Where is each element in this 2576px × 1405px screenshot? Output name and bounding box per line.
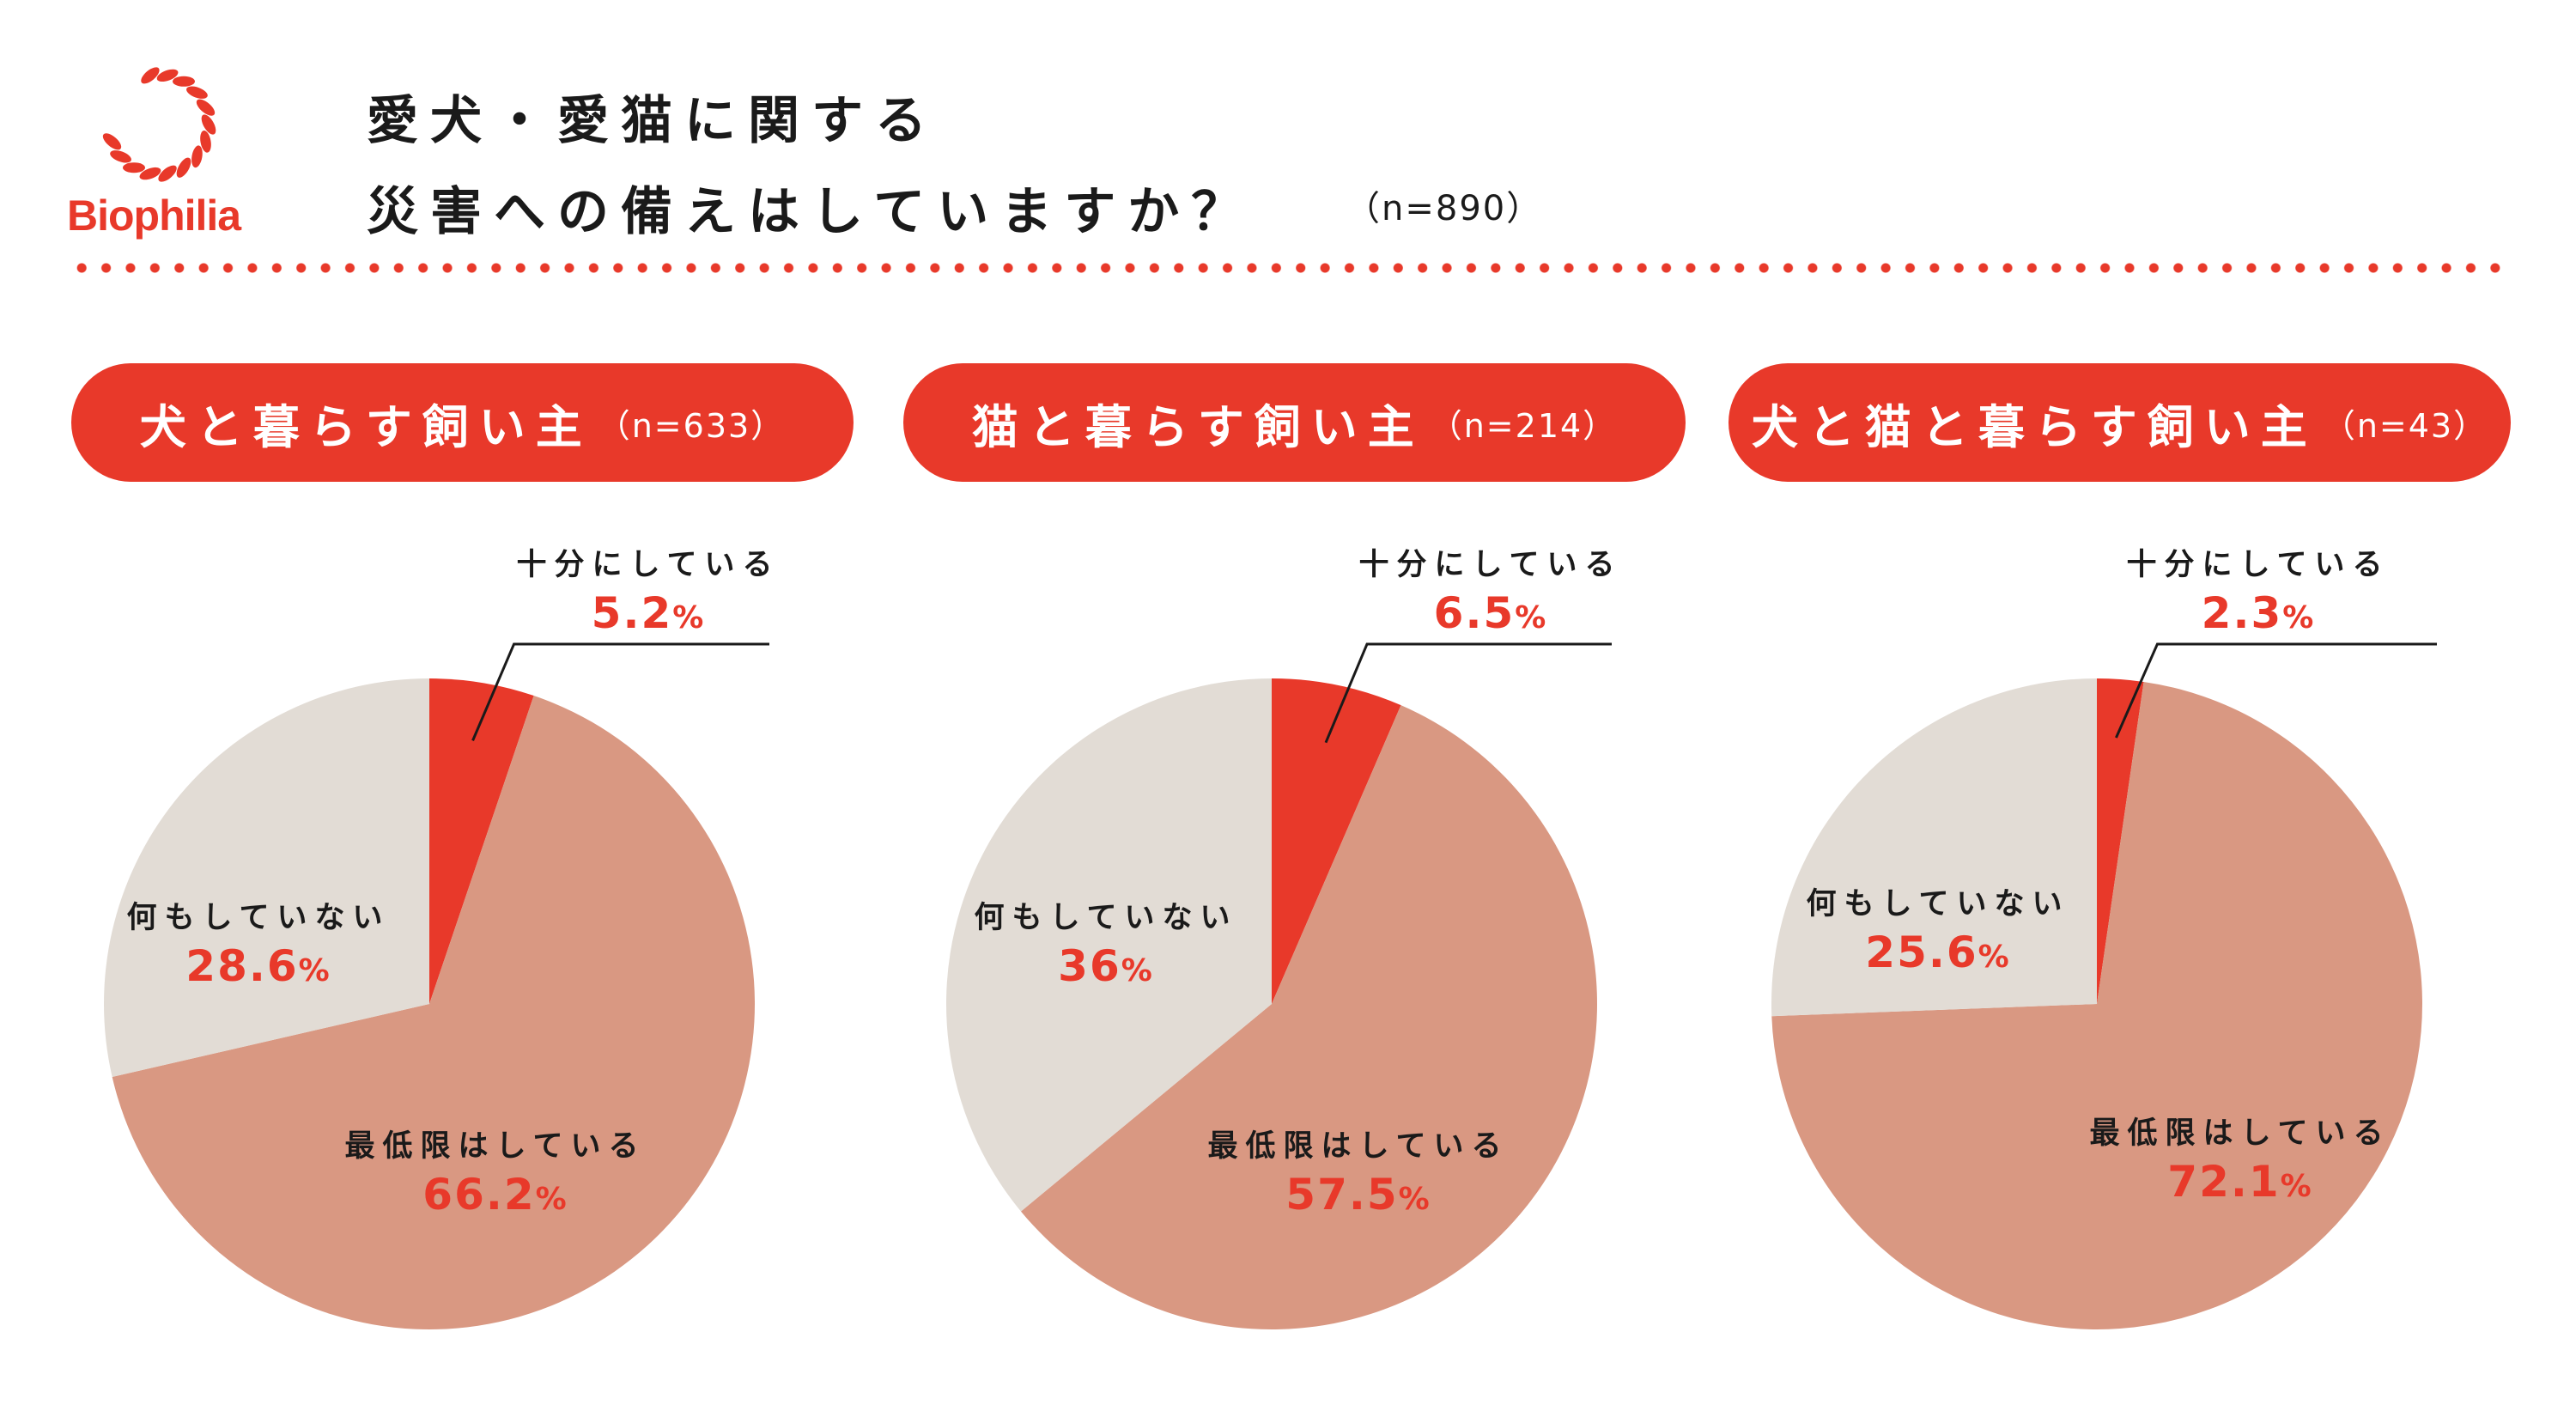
slice-value-minimum: 66.2% — [422, 1170, 568, 1219]
panel-header-cat: 猫と暮らす飼い主 （n=214） — [903, 363, 1686, 482]
panel-title: 猫と暮らす飼い主 — [971, 399, 1425, 454]
panel-header-dog-cat: 犬と猫と暮らす飼い主 （n=43） — [1728, 363, 2511, 482]
wreath-leaf — [110, 150, 131, 163]
percent-sign: % — [1398, 1182, 1431, 1217]
value-number: 72.1 — [2167, 1157, 2281, 1207]
percent-sign: % — [1978, 940, 2011, 975]
value-number: 28.6 — [185, 941, 299, 991]
slice-value-sufficient: 6.5% — [1434, 588, 1548, 638]
wreath-leaf — [186, 86, 208, 99]
slice-label-nothing: 何もしていない — [126, 901, 391, 935]
wreath-leaf — [201, 114, 216, 135]
pie-slice-nothing — [945, 678, 1272, 1212]
value-number: 25.6 — [1865, 928, 1978, 977]
title-line-1: 愛犬・愛猫に関する — [367, 91, 939, 151]
percent-sign: % — [2280, 1169, 2313, 1204]
pie-slice-nothing — [103, 678, 429, 1077]
pie-slice-nothing — [1771, 678, 2097, 1017]
slice-value-nothing: 28.6% — [185, 941, 331, 991]
pie-slice-minimum — [1771, 681, 2422, 1329]
panel-title: 犬と猫と暮らす飼い主 — [1751, 399, 2318, 454]
percent-sign: % — [672, 600, 706, 636]
slice-label-sufficient: 十分にしている — [1358, 548, 1623, 582]
wreath-leaf — [191, 145, 203, 168]
value-number: 36 — [1058, 941, 1121, 991]
leader-line — [2115, 642, 2437, 739]
logo-text: Biophilia — [67, 192, 241, 240]
percent-sign: % — [2282, 600, 2316, 636]
dotted-divider — [70, 263, 2512, 273]
value-number: 5.2 — [591, 588, 673, 638]
slice-value-minimum: 72.1% — [2167, 1157, 2312, 1207]
slice-value-nothing: 36% — [1058, 941, 1154, 991]
value-number: 66.2 — [422, 1170, 536, 1219]
wreath-leaf — [200, 130, 211, 153]
wreath-leaf — [102, 133, 122, 150]
slice-label-nothing: 何もしていない — [974, 901, 1238, 935]
value-number: 2.3 — [2201, 588, 2283, 638]
pie-slice-sufficient — [429, 678, 534, 1004]
percent-sign: % — [298, 953, 331, 988]
leader-line — [1324, 642, 1612, 744]
wreath-leaf — [139, 167, 161, 180]
pie-slice-sufficient — [2097, 678, 2144, 1004]
slice-label-sufficient: 十分にしている — [2126, 548, 2391, 582]
percent-sign: % — [535, 1182, 568, 1217]
panel-n: （n=633） — [597, 406, 786, 445]
slice-value-nothing: 25.6% — [1865, 928, 2010, 977]
biophilia-wreath-icon — [102, 67, 216, 182]
slice-value-sufficient: 5.2% — [592, 588, 706, 638]
panel-n: （n=214） — [1429, 406, 1618, 445]
slice-label-minimum: 最低限はしている — [1207, 1129, 1510, 1164]
slice-label-nothing: 何もしていない — [1806, 887, 2070, 921]
panel-header-dog: 犬と暮らす飼い主 （n=633） — [71, 363, 854, 482]
wreath-leaf — [123, 162, 145, 173]
leader-line — [471, 642, 769, 741]
percent-sign: % — [1121, 953, 1154, 988]
slice-label-minimum: 最低限はしている — [2089, 1116, 2391, 1151]
slice-label-minimum: 最低限はしている — [344, 1129, 647, 1164]
slice-value-sufficient: 2.3% — [2202, 588, 2316, 638]
wreath-leaf — [196, 99, 216, 116]
title-line-2: 災害への備えはしていますか？ — [367, 182, 1255, 242]
percent-sign: % — [1515, 600, 1548, 636]
wreath-leaf — [141, 67, 160, 84]
pie-slice-minimum — [1020, 705, 1597, 1330]
wreath-leaf — [173, 76, 195, 87]
wreath-leaf — [156, 69, 179, 82]
sample-size: （n=890） — [1346, 189, 1543, 228]
panel-title: 犬と暮らす飼い主 — [139, 399, 592, 454]
wreath-leaf — [158, 165, 177, 182]
value-number: 6.5 — [1433, 588, 1516, 638]
slice-label-sufficient: 十分にしている — [516, 548, 781, 582]
pie-slice-sufficient — [1272, 678, 1401, 1004]
value-number: 57.5 — [1285, 1170, 1399, 1219]
wreath-leaf — [176, 157, 191, 178]
panel-n: （n=43） — [2322, 406, 2488, 445]
slice-value-minimum: 57.5% — [1285, 1170, 1431, 1219]
pie-slice-minimum — [112, 696, 756, 1329]
